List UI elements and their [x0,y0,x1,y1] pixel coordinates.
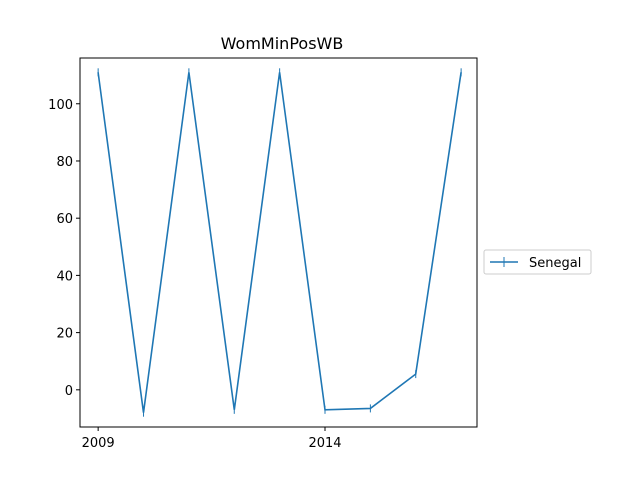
legend-box [483,249,592,275]
y-tick-label: 40 [56,269,73,284]
series-line-senegal [97,72,462,413]
y-tick-label: 80 [56,155,73,170]
y-tick-label: 60 [56,212,73,227]
legend: Senegal [483,249,592,275]
y-tick-label: 20 [56,327,73,342]
y-tick-label: 0 [65,384,73,399]
plot-area-frame [79,57,478,428]
x-tick-label: 2009 [82,436,115,451]
y-tick-label: 100 [48,98,73,113]
chart-title: WomMinPosWB [221,34,344,53]
x-tick-label: 2014 [308,436,341,451]
legend-label-senegal: Senegal [529,256,581,271]
